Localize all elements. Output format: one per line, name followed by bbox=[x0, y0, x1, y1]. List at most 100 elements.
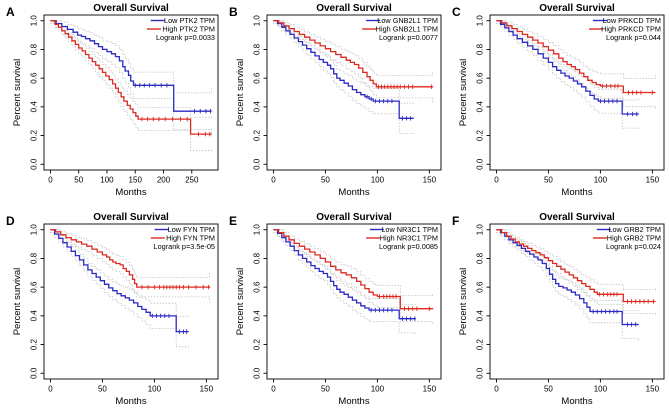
x-tick-label: 100 bbox=[371, 385, 385, 394]
plot-box bbox=[489, 223, 665, 380]
logrank-label: Logrank p=0.0033 bbox=[156, 33, 215, 42]
confidence-interval bbox=[50, 232, 190, 349]
x-tick-label: 100 bbox=[371, 176, 385, 185]
y-tick-label: 1.0 bbox=[476, 15, 485, 27]
confidence-interval bbox=[496, 232, 640, 341]
x-tick-label: 100 bbox=[594, 176, 608, 185]
y-tick-label: 0.2 bbox=[476, 338, 485, 350]
survival-curve-low bbox=[273, 229, 416, 320]
y-tick-label: 0.8 bbox=[30, 252, 39, 264]
x-tick-label: 0 bbox=[48, 385, 53, 394]
x-tick-label: 150 bbox=[200, 385, 214, 394]
x-tick-label: 150 bbox=[129, 176, 143, 185]
confidence-interval bbox=[50, 229, 210, 278]
confidence-interval bbox=[496, 20, 656, 79]
x-axis-label: Months bbox=[115, 187, 146, 198]
y-tick-label: 0.4 bbox=[30, 101, 39, 113]
confidence-interval bbox=[273, 20, 433, 76]
survival-curve-low bbox=[496, 20, 639, 115]
x-axis: 0 50 100 150 bbox=[494, 170, 660, 185]
confidence-interval bbox=[50, 232, 210, 304]
y-tick-label: 0.4 bbox=[476, 101, 485, 113]
y-tick-label: 0.2 bbox=[30, 338, 39, 350]
censor-marks bbox=[592, 309, 637, 327]
confidence-interval bbox=[496, 229, 640, 311]
y-tick-label: 0.6 bbox=[476, 72, 485, 84]
x-axis-label: Months bbox=[115, 396, 146, 407]
y-axis-label: Percent survival bbox=[458, 268, 469, 336]
y-tick-label: 0.6 bbox=[253, 281, 262, 293]
x-tick-label: 50 bbox=[321, 385, 330, 394]
x-tick-label: 0 bbox=[494, 176, 499, 185]
y-tick-label: 1.0 bbox=[476, 224, 485, 236]
y-tick-label: 0.6 bbox=[30, 72, 39, 84]
y-tick-label: 0.4 bbox=[253, 101, 262, 113]
y-axis: 0.0 0.2 0.4 0.6 0.8 1.0 bbox=[29, 224, 44, 379]
y-axis: 0.0 0.2 0.4 0.6 0.8 1.0 bbox=[476, 15, 490, 170]
confidence-interval bbox=[496, 20, 640, 101]
x-tick-label: 100 bbox=[148, 385, 162, 394]
plot-box bbox=[43, 223, 219, 380]
legend-label: High GRB2 TPM bbox=[607, 234, 661, 243]
panel-letter: C bbox=[452, 5, 461, 19]
survival-curve-high bbox=[496, 229, 656, 303]
survival-curve-high bbox=[50, 20, 212, 135]
y-tick-label: 1.0 bbox=[29, 15, 38, 27]
survival-curve-low bbox=[50, 229, 189, 333]
legend-label: High PRKCD TPM bbox=[601, 25, 661, 34]
y-tick-label: 0.8 bbox=[253, 43, 262, 55]
censor-marks bbox=[370, 307, 416, 321]
x-tick-label: 150 bbox=[423, 176, 437, 185]
panel-title: Overall Survival bbox=[316, 212, 392, 223]
confidence-interval-bands bbox=[273, 20, 433, 136]
y-tick-label: 1.0 bbox=[29, 224, 38, 236]
legend-label: Low NR3C1 TPM bbox=[381, 225, 438, 234]
y-tick-label: 0.4 bbox=[476, 310, 485, 322]
plot-box bbox=[266, 14, 442, 171]
logrank-label: Logrank p=0.044 bbox=[606, 33, 661, 42]
panel-letter: F bbox=[452, 214, 459, 228]
panel-a-overall-survival: A Overall Survival 0 50 100 150 200 250 Months 0.… bbox=[6, 3, 219, 198]
confidence-interval-bands bbox=[273, 229, 433, 335]
plot-box bbox=[489, 14, 665, 171]
y-tick-label: 1.0 bbox=[253, 224, 262, 236]
x-axis-label: Months bbox=[561, 187, 592, 198]
x-tick-label: 150 bbox=[423, 385, 437, 394]
x-tick-label: 50 bbox=[544, 385, 553, 394]
x-axis-label: Months bbox=[561, 396, 592, 407]
survival-curve-low bbox=[496, 229, 639, 326]
legend-label: High PTK2 TPM bbox=[162, 25, 215, 34]
x-tick-label: 200 bbox=[157, 176, 171, 185]
confidence-interval bbox=[273, 229, 433, 296]
censor-marks bbox=[602, 83, 653, 95]
y-tick-label: 0.0 bbox=[30, 367, 39, 379]
panel-title: Overall Survival bbox=[539, 3, 615, 14]
y-tick-label: 0.8 bbox=[30, 43, 39, 55]
panel-title: Overall Survival bbox=[316, 3, 392, 14]
censor-marks bbox=[151, 313, 188, 334]
y-tick-label: 0.2 bbox=[30, 129, 39, 141]
plot-box bbox=[266, 223, 442, 380]
y-tick-label: 0.2 bbox=[253, 129, 262, 141]
x-tick-label: 0 bbox=[271, 176, 276, 185]
censor-marks bbox=[141, 116, 211, 137]
legend-label: High GNB2L1 TPM bbox=[376, 25, 438, 34]
y-tick-label: 0.6 bbox=[30, 281, 39, 293]
x-axis-label: Months bbox=[338, 187, 369, 198]
x-tick-label: 100 bbox=[594, 385, 608, 394]
censor-marks bbox=[599, 98, 638, 117]
censor-marks bbox=[134, 83, 211, 114]
y-axis-label: Percent survival bbox=[12, 268, 23, 336]
survival-curve-high bbox=[496, 20, 656, 94]
legend-label: Low FYN TPM bbox=[168, 225, 215, 234]
y-tick-label: 0.8 bbox=[253, 252, 262, 264]
